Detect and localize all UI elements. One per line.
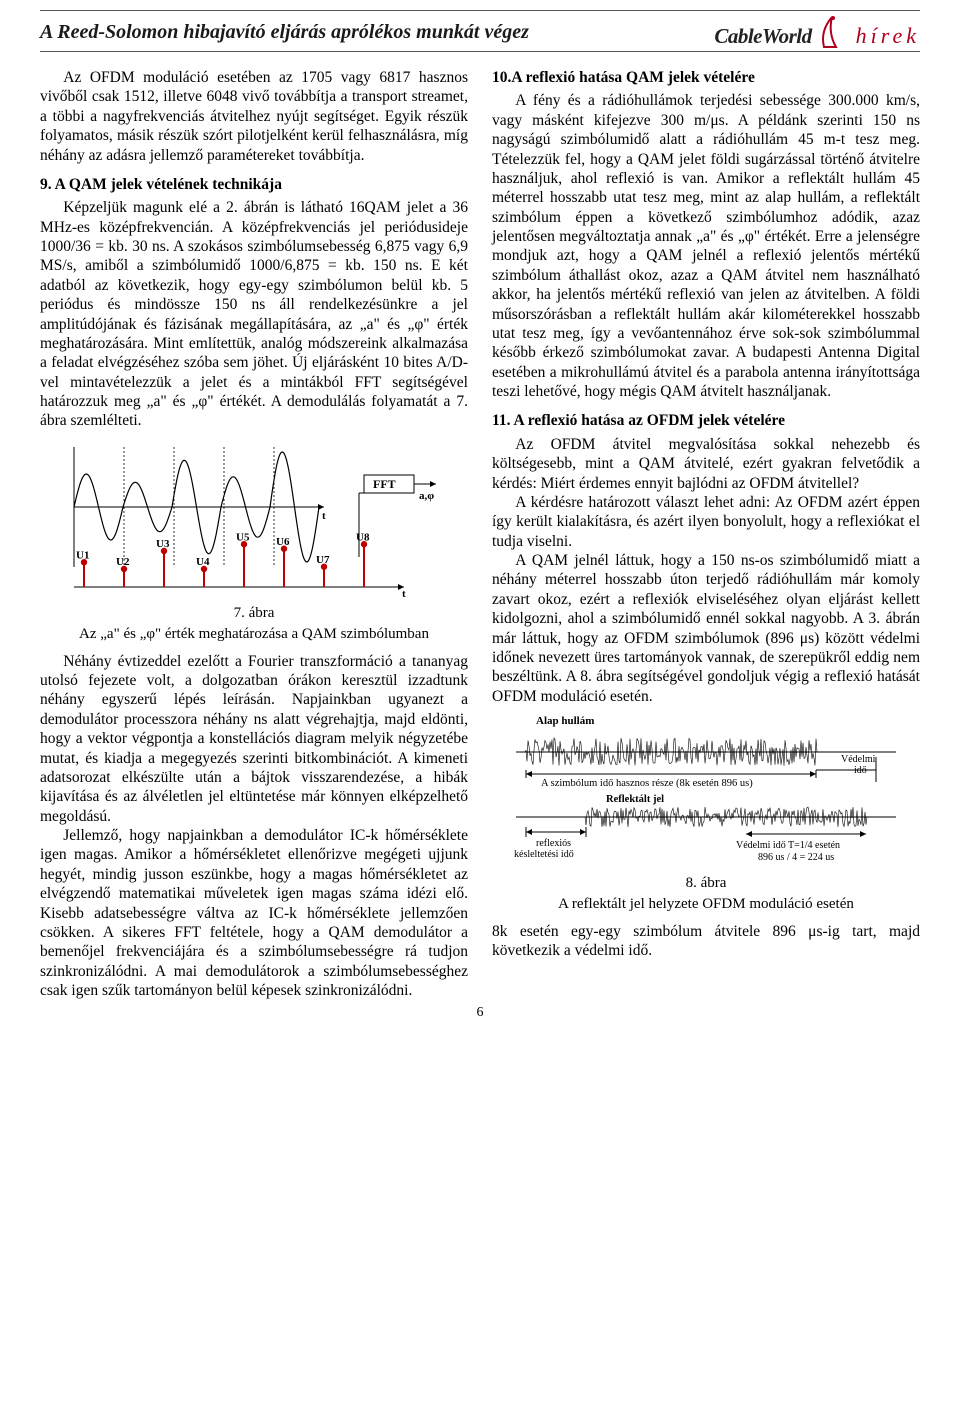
figure-7-number: 7. ábra [40,604,468,623]
svg-text:U3: U3 [156,538,170,550]
svg-text:FFT: FFT [373,477,396,491]
para-qam-detail: Képzeljük magunk elé a 2. ábrán is látha… [40,198,468,431]
svg-text:a,φ: a,φ [419,490,434,502]
para-ofdm-intro: Az OFDM moduláció esetében az 1705 vagy … [40,68,468,165]
para-ic-heat: Jellemző, hogy napjainkban a demodulátor… [40,826,468,1000]
figure-8: Alap hullám A szimbólum idő hasznos rész… [492,712,920,914]
svg-text:U8: U8 [356,531,370,543]
figure-7-caption: Az „a" és „φ" érték meghatározása a QAM … [40,625,468,644]
para-reflexio-qam: A fény és a rádióhullámok terjedési sebe… [492,91,920,401]
svg-text:Reflektált jel: Reflektált jel [606,794,664,805]
svg-text:U5: U5 [236,531,250,543]
svg-text:t: t [402,588,406,597]
para-ofdm-detail: A QAM jelnél láttuk, hogy a 150 ns-os sz… [492,551,920,706]
svg-text:t: t [322,510,326,522]
svg-text:U4: U4 [196,556,210,568]
body-columns: Az OFDM moduláció esetében az 1705 vagy … [40,68,920,1000]
figure-7: t t U1 U2 U3 U4 U5 U6 U7 U8 FFT a,φ 7. ábra Az … [40,437,468,644]
svg-text:Védelmi idő T=1/4 esetén: Védelmi idő T=1/4 esetén [736,840,840,851]
page-number: 6 [40,1004,920,1022]
svg-text:reflexiós: reflexiós [536,838,571,849]
svg-text:késleltetési idő: késleltetési idő [514,849,574,860]
figure-7-svg: t t U1 U2 U3 U4 U5 U6 U7 U8 FFT a,φ [64,437,444,597]
svg-text:U7: U7 [316,554,330,566]
svg-text:U6: U6 [276,536,290,548]
figure-8-svg: Alap hullám A szimbólum idő hasznos rész… [506,712,906,867]
heading-11: 11. A reflexió hatása az OFDM jelek véte… [492,411,920,430]
logo-hirek: hírek [856,22,920,50]
svg-text:Védelmi: Védelmi [841,754,876,765]
header-logo: CableWorld hírek [714,15,920,49]
para-ofdm-a: A kérdésre határozott választ lehet adni… [492,493,920,551]
para-8k: 8k esetén egy-egy szimbólum átvitele 896… [492,922,920,961]
logo-cableworld: CableWorld [714,23,811,49]
para-fourier: Néhány évtizeddel ezelőtt a Fourier tran… [40,652,468,826]
logo-arc-icon [818,15,848,49]
header-title: A Reed-Solomon hibajavító eljárás aprólé… [40,20,529,45]
figure-8-caption: A reflektált jel helyzete OFDM moduláció… [492,895,920,914]
para-ofdm-q: Az OFDM átvitel megvalósítása sokkal neh… [492,435,920,493]
svg-text:A szimbólum idő hasznos része: A szimbólum idő hasznos része (8k esetén… [541,778,753,789]
figure-8-number: 8. ábra [492,874,920,893]
svg-text:896 us / 4 = 224 us: 896 us / 4 = 224 us [758,852,834,863]
page-header: A Reed-Solomon hibajavító eljárás aprólé… [40,10,920,52]
svg-text:U1: U1 [76,549,89,561]
svg-text:U2: U2 [116,556,130,568]
svg-text:Alap hullám: Alap hullám [536,715,594,727]
heading-10: 10.A reflexió hatása QAM jelek vételére [492,68,920,87]
heading-9: 9. A QAM jelek vételének technikája [40,175,468,194]
svg-text:idő: idő [854,765,867,776]
